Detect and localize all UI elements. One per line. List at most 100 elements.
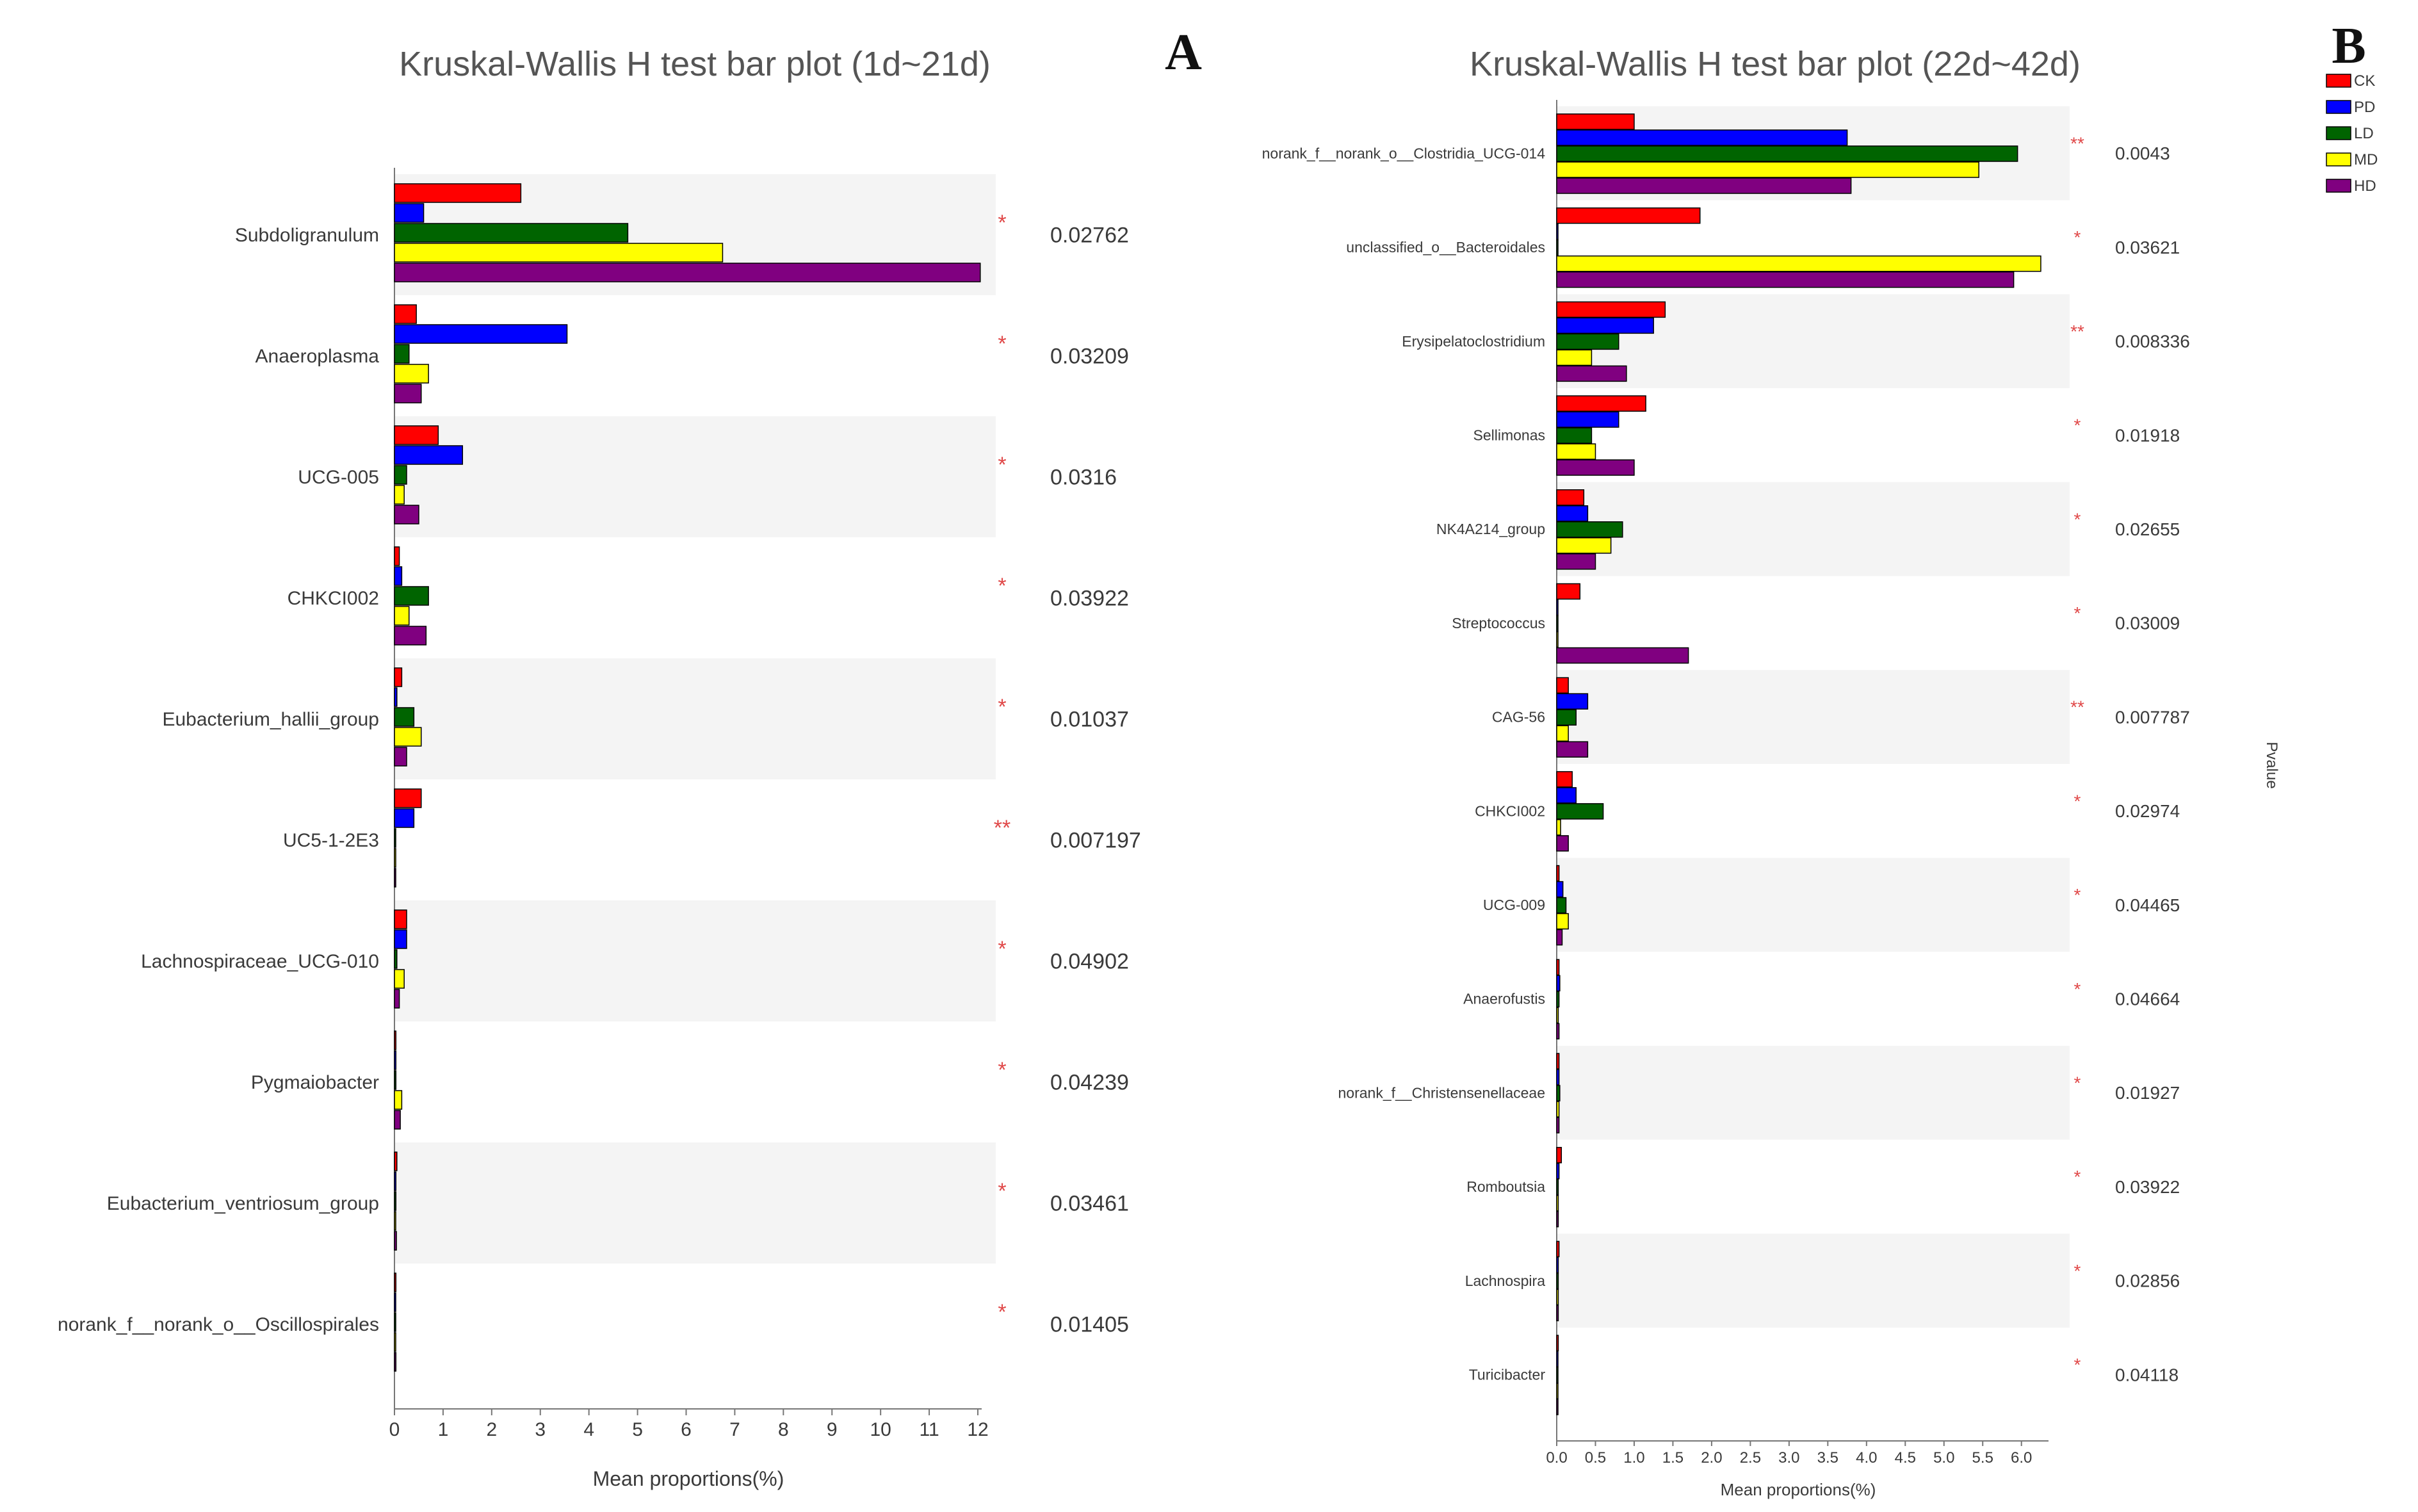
bar-ck	[1556, 1240, 1560, 1258]
bar-md	[1556, 255, 2041, 272]
bar-ck	[1556, 489, 1585, 506]
bar-hd	[394, 1110, 401, 1130]
category-label: Streptococcus	[1452, 615, 1545, 631]
category-label: UC5-1-2E3	[283, 830, 379, 851]
bar-md	[1556, 349, 1593, 366]
bar-md	[1556, 725, 1569, 742]
category-band	[1557, 858, 2070, 952]
bar-md	[394, 1332, 396, 1352]
x-tick-label: 4.5	[1895, 1449, 1916, 1467]
bar-ck	[394, 1030, 397, 1050]
bar-hd	[1556, 741, 1589, 758]
bar-md	[394, 485, 405, 505]
bar-ck	[394, 425, 439, 445]
bar-ld	[1556, 521, 1623, 538]
category-label: Turicibacter	[1469, 1367, 1546, 1383]
bar-ld	[1556, 1367, 1559, 1383]
bar-hd	[1556, 1210, 1559, 1228]
chart-a: Subdoligranulum * 0.02762 Anaeroplasma * 0.03…	[58, 168, 1141, 1440]
bar-md	[394, 364, 429, 384]
bar-ld	[1556, 239, 1559, 256]
bar-ck	[1556, 113, 1635, 130]
x-tick-label: 1	[438, 1419, 449, 1440]
x-tick-label: 6.0	[2011, 1449, 2032, 1467]
bar-ld	[1556, 991, 1560, 1008]
bar-ck	[1556, 395, 1646, 412]
significance-marker: *	[998, 332, 1006, 356]
x-tick-label: 10	[870, 1419, 891, 1440]
p-value: 0.03209	[1050, 344, 1129, 368]
bar-ld	[1556, 427, 1593, 444]
category-label: Anaeroplasma	[256, 346, 380, 367]
x-tick-label: 0.0	[1546, 1449, 1567, 1467]
bar-ld	[394, 465, 407, 485]
p-value: 0.01918	[2115, 425, 2180, 445]
bar-hd	[1556, 553, 1596, 570]
bar-hd	[1556, 1023, 1560, 1040]
x-tick-label: 3.0	[1778, 1449, 1799, 1467]
bar-ld	[394, 223, 629, 243]
p-value: 0.02655	[2115, 519, 2180, 539]
p-value: 0.04902	[1050, 949, 1129, 973]
legend-swatch-ck	[2326, 74, 2351, 88]
category-band	[1557, 1046, 2070, 1140]
significance-marker: *	[2074, 1355, 2081, 1375]
p-value: 0.0043	[2115, 143, 2170, 163]
chart-b: norank_f__norank_o__Clostridia_UCG-014 **…	[1262, 100, 2190, 1467]
bar-pd	[1556, 317, 1654, 334]
bar-ck	[1556, 677, 1569, 694]
bar-ld	[1556, 333, 1619, 350]
bar-hd	[394, 868, 396, 888]
x-tick-label: 12	[967, 1419, 988, 1440]
bar-ld	[1556, 145, 2018, 162]
bar-hd	[1556, 835, 1569, 852]
p-value: 0.03461	[1050, 1191, 1129, 1215]
bar-pd	[394, 1171, 397, 1191]
x-tick-label: 2	[486, 1419, 497, 1440]
category-label: Pygmaiobacter	[251, 1072, 379, 1093]
category-label: Erysipelatoclostridium	[1402, 333, 1545, 350]
significance-marker: **	[2070, 697, 2084, 717]
bar-md	[394, 1090, 403, 1110]
category-band	[1557, 482, 2070, 576]
bar-pd	[394, 445, 464, 465]
bar-md	[1556, 631, 1559, 648]
bar-md	[394, 606, 410, 626]
bar-md	[1556, 1288, 1559, 1306]
category-label: unclassified_o__Bacteroidales	[1346, 239, 1545, 256]
bar-hd	[1556, 459, 1635, 476]
legend: CK PD LD MD HD	[2326, 72, 2378, 195]
x-tick-label: 11	[920, 1419, 939, 1440]
bar-ld	[1556, 1178, 1559, 1196]
bar-hd	[1556, 177, 1852, 194]
bar-ck	[394, 304, 417, 324]
x-tick-label: 0.5	[1585, 1449, 1606, 1467]
bar-md	[394, 243, 724, 263]
legend-label-ck: CK	[2354, 72, 2375, 90]
bar-hd	[394, 747, 407, 767]
bar-ck	[1556, 959, 1560, 976]
category-label: Anaerofustis	[1463, 991, 1545, 1007]
x-tick-label: 3.5	[1817, 1449, 1838, 1467]
x-tick-label: 6	[681, 1419, 692, 1440]
x-tick-label: 5	[632, 1419, 643, 1440]
category-label: norank_f__Christensenellaceae	[1338, 1084, 1546, 1101]
category-label: Romboutsia	[1466, 1178, 1545, 1195]
bar-pd	[1556, 411, 1619, 428]
bar-md	[394, 727, 422, 747]
bar-md	[1556, 1383, 1559, 1399]
significance-marker: *	[2074, 1073, 2081, 1093]
bar-pd	[1556, 1069, 1560, 1085]
x-tick-label: 4	[583, 1419, 594, 1440]
bar-hd	[394, 1352, 397, 1372]
bar-ld	[394, 1191, 397, 1211]
p-value: 0.007787	[2115, 707, 2190, 727]
legend-swatch-hd	[2326, 179, 2351, 193]
bar-pd	[394, 324, 568, 344]
bar-pd	[394, 808, 415, 828]
bar-hd	[394, 263, 981, 282]
x-tick-label: 4.0	[1856, 1449, 1877, 1467]
bar-hd	[1556, 1117, 1560, 1134]
bar-pd	[394, 1292, 396, 1312]
